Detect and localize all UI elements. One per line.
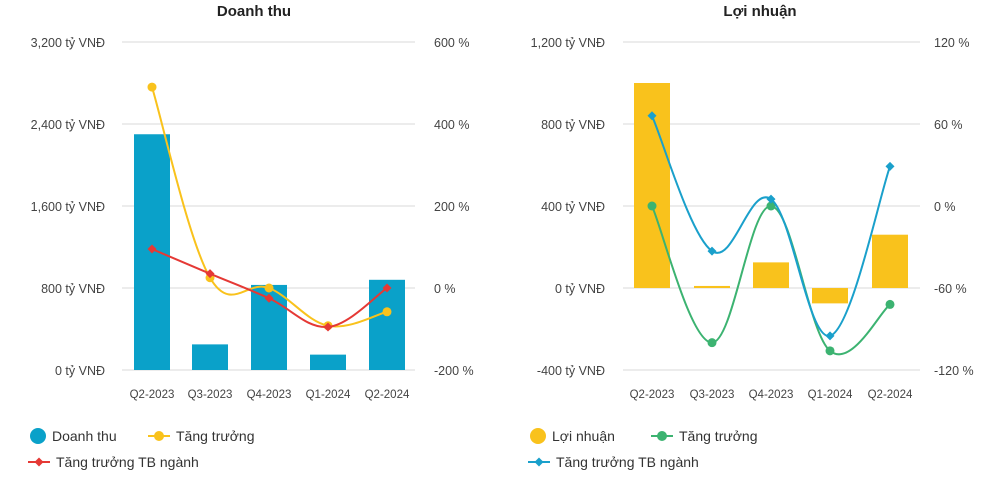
x-tick-label: Q1-2024 <box>808 389 853 401</box>
x-tick-label: Q3-2023 <box>188 389 233 401</box>
line-point <box>825 331 835 341</box>
line-point <box>885 299 895 309</box>
line-point <box>382 283 392 293</box>
bar <box>694 285 730 288</box>
legend-label: Lợi nhuận <box>552 428 615 444</box>
chart-title: Lợi nhuận <box>723 3 796 20</box>
y-left-tick-label: 1,600 tỷ VNĐ <box>31 200 105 214</box>
legend-item: Tăng trưởng TB ngành <box>528 454 699 470</box>
y-right-tick-label: 60 % <box>934 118 963 132</box>
chart-doanh-thu: Doanh thu 3,200 tỷ VNĐ 2,400 tỷ VNĐ 1,600 t… <box>28 3 474 470</box>
line-point <box>647 111 657 121</box>
y-left-tick-label: -400 tỷ VNĐ <box>537 364 605 378</box>
line-point <box>647 201 657 211</box>
bar <box>369 279 405 370</box>
y-left-tick-label: 800 tỷ VNĐ <box>541 118 605 132</box>
line-point <box>323 322 333 332</box>
y-right-tick-label: -120 % <box>934 364 974 378</box>
bar <box>192 344 228 370</box>
chart-loi-nhuan: Lợi nhuận 1,200 tỷ VNĐ 800 tỷ VNĐ 400 tỷ VN… <box>528 3 974 470</box>
line-point <box>147 244 157 254</box>
line-point <box>766 194 776 204</box>
bar <box>812 288 848 304</box>
legend-swatch-marker <box>657 431 667 441</box>
series-line <box>651 115 891 337</box>
line-point <box>147 82 157 92</box>
line-point <box>707 246 717 256</box>
y-right-tick-label: 600 % <box>434 36 469 50</box>
y-left-tick-label: 400 tỷ VNĐ <box>541 200 605 214</box>
legend-label: Tăng trưởng <box>679 428 757 444</box>
y-left-tick-label: 0 tỷ VNĐ <box>555 282 605 296</box>
legend-item: Tăng trưởng TB ngành <box>28 454 199 470</box>
line-point <box>264 283 274 293</box>
x-tick-label: Q2-2023 <box>630 389 675 401</box>
legend-item: Tăng trưởng <box>651 428 757 444</box>
y-left-tick-label: 0 tỷ VNĐ <box>55 364 105 378</box>
legend-label: Tăng trưởng TB ngành <box>56 454 199 470</box>
legend-swatch-marker <box>34 457 44 467</box>
y-right-tick-label: 400 % <box>434 118 469 132</box>
y-left-tick-label: 800 tỷ VNĐ <box>41 282 105 296</box>
x-tick-label: Q3-2023 <box>690 389 735 401</box>
line-point <box>885 161 895 171</box>
legend-swatch-marker <box>154 431 164 441</box>
line-point <box>766 201 776 211</box>
legend-item: Lợi nhuận <box>530 428 615 444</box>
line-point <box>707 338 717 348</box>
y-left-tick-label: 2,400 tỷ VNĐ <box>31 118 105 132</box>
bar <box>872 234 908 288</box>
x-tick-label: Q1-2024 <box>306 389 351 401</box>
legend-swatch <box>30 428 46 444</box>
legend-item: Tăng trưởng <box>148 428 254 444</box>
bar <box>310 354 346 370</box>
x-tick-label: Q2-2024 <box>868 389 913 401</box>
y-right-tick-label: 120 % <box>934 36 969 50</box>
y-left-tick-label: 3,200 tỷ VNĐ <box>31 36 105 50</box>
line-point <box>205 269 215 279</box>
x-tick-label: Q2-2024 <box>365 389 410 401</box>
y-right-tick-label: 200 % <box>434 200 469 214</box>
line-point <box>264 293 274 303</box>
line-point <box>382 307 392 317</box>
legend-label: Tăng trưởng TB ngành <box>556 454 699 470</box>
chart-title: Doanh thu <box>217 3 291 20</box>
legend-label: Tăng trưởng <box>176 428 254 444</box>
x-tick-label: Q2-2023 <box>130 389 175 401</box>
y-left-tick-label: 1,200 tỷ VNĐ <box>531 36 605 50</box>
legend-item: Doanh thu <box>30 428 117 444</box>
legend-swatch <box>530 428 546 444</box>
x-tick-label: Q4-2023 <box>749 389 794 401</box>
legend-swatch-marker <box>534 457 544 467</box>
y-right-tick-label: -60 % <box>934 282 967 296</box>
y-right-tick-label: -200 % <box>434 364 474 378</box>
y-right-tick-label: 0 % <box>934 200 956 214</box>
bar <box>753 262 789 288</box>
y-right-tick-label: 0 % <box>434 282 456 296</box>
legend-label: Doanh thu <box>52 428 117 444</box>
line-point <box>825 346 835 356</box>
x-tick-label: Q4-2023 <box>247 389 292 401</box>
